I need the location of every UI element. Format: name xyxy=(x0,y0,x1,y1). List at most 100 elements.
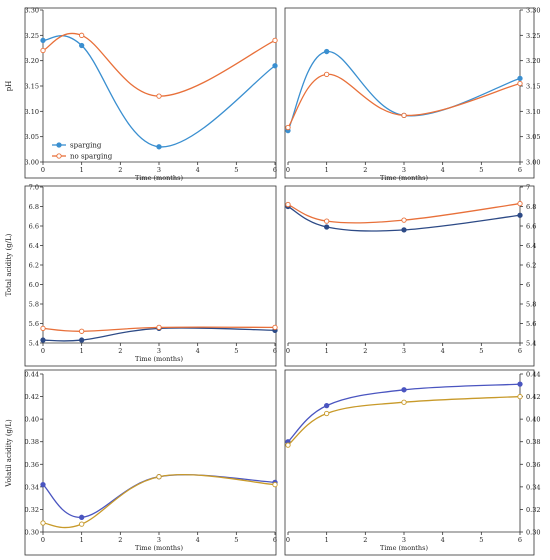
series-line-0 xyxy=(42,327,276,342)
data-point xyxy=(79,32,85,38)
y-tick-label: 7 xyxy=(526,184,530,192)
data-point xyxy=(272,63,278,69)
x-axis-title: Time (months) xyxy=(380,174,428,182)
y-tick-label: 7.0 xyxy=(29,184,39,192)
x-tick-label: 0 xyxy=(41,166,45,174)
data-point xyxy=(272,324,278,331)
y-tick-label: 3.15 xyxy=(526,83,540,91)
y-tick-label: 3.30 xyxy=(526,7,540,15)
data-point xyxy=(401,387,407,393)
y-tick-label: 5.6 xyxy=(29,320,39,328)
data-point xyxy=(272,481,278,488)
y-tick-label: 6.4 xyxy=(29,242,39,250)
data-point xyxy=(401,217,407,223)
series-line-1 xyxy=(287,395,521,446)
chart-panel-ta-left: 5.4 5.6 5.8 6.0 6.2 6.4 6.6 6.8 7.0 0 1 2 3 4 5 6 Time (… xyxy=(5,184,278,367)
y-tick-label: 0.32 xyxy=(25,506,39,514)
series-line-1 xyxy=(42,326,276,332)
x-tick-label: 5 xyxy=(234,347,238,355)
data-point xyxy=(272,37,278,44)
y-tick-label: 0.36 xyxy=(25,461,39,469)
legend-swatch-marker xyxy=(56,153,62,159)
y-tick-label: 6.8 xyxy=(526,203,536,211)
x-tick-label: 2 xyxy=(363,166,367,174)
x-tick-label: 0 xyxy=(286,347,290,355)
x-tick-label: 0 xyxy=(286,166,290,174)
x-tick-label: 4 xyxy=(441,536,445,544)
y-tick-label: 6.6 xyxy=(29,223,39,231)
y-tick-label: 3.25 xyxy=(526,32,540,40)
x-tick-label: 1 xyxy=(325,166,329,174)
data-point xyxy=(401,399,407,405)
y-tick-label: 0.34 xyxy=(526,483,540,491)
x-tick-label: 3 xyxy=(402,166,406,174)
y-tick-label: 5.4 xyxy=(29,340,39,348)
y-tick-label: 0.42 xyxy=(526,393,540,401)
data-point xyxy=(401,227,407,233)
series-line-0 xyxy=(287,383,521,443)
y-tick-label: 0.38 xyxy=(25,438,39,446)
data-point xyxy=(79,328,85,334)
data-point xyxy=(79,42,85,49)
x-axis-title: Time (months) xyxy=(135,355,183,363)
x-tick-label: 1 xyxy=(80,166,84,174)
y-tick-label: 0.44 xyxy=(25,371,39,379)
data-point xyxy=(156,324,162,331)
series-line-1 xyxy=(287,202,521,224)
y-tick-label: 3.10 xyxy=(25,108,39,116)
y-tick-label: 3.20 xyxy=(526,57,540,65)
x-axis-title: Time (months) xyxy=(135,544,183,552)
y-tick-label: 0.30 xyxy=(25,529,39,537)
y-tick-label: 0.38 xyxy=(526,438,540,446)
series-line-1 xyxy=(42,32,276,97)
x-tick-label: 3 xyxy=(157,536,161,544)
y-axis-title: pH xyxy=(5,81,13,92)
data-point xyxy=(324,218,330,224)
x-tick-label: 4 xyxy=(196,347,200,355)
x-tick-label: 5 xyxy=(479,166,483,174)
x-tick-label: 4 xyxy=(441,166,445,174)
chart-panel-ph-left: 3.00 3.05 3.10 3.15 3.20 3.25 3.30 0 1 2 3 4 5 6 Time … xyxy=(5,7,278,182)
series-line-0 xyxy=(287,205,521,232)
series-line-0 xyxy=(42,35,276,148)
x-tick-label: 1 xyxy=(80,347,84,355)
x-axis-title: Time (months) xyxy=(380,544,428,552)
y-tick-label: 6.2 xyxy=(29,262,39,270)
y-axis-title: Volatil acidity (g/L) xyxy=(5,419,13,488)
y-tick-label: 0.34 xyxy=(25,483,39,491)
x-tick-label: 5 xyxy=(479,347,483,355)
x-tick-label: 4 xyxy=(441,347,445,355)
y-tick-label: 6.2 xyxy=(526,262,536,270)
y-tick-label: 0.40 xyxy=(526,416,540,424)
data-point xyxy=(156,144,162,150)
data-point xyxy=(324,402,330,409)
y-tick-label: 6.4 xyxy=(526,242,536,250)
legend-label: no sparging xyxy=(70,153,113,161)
y-tick-label: 3.05 xyxy=(25,133,39,141)
y-tick-label: 0.36 xyxy=(526,461,540,469)
x-tick-label: 2 xyxy=(363,347,367,355)
y-tick-label: 5.8 xyxy=(29,301,39,309)
series-line-1 xyxy=(287,73,521,128)
y-tick-label: 6.6 xyxy=(526,223,536,231)
chart-panel-ph-right: 3.00 3.05 3.10 3.15 3.20 3.25 3.30 0 1 2 3 4 5 6 Time … xyxy=(284,7,540,182)
x-tick-label: 2 xyxy=(118,347,122,355)
x-tick-label: 2 xyxy=(118,536,122,544)
y-tick-label: 3.00 xyxy=(526,159,540,167)
data-point xyxy=(156,474,162,480)
x-tick-label: 4 xyxy=(196,166,200,174)
y-tick-label: 3.15 xyxy=(25,83,39,91)
x-tick-label: 1 xyxy=(80,536,84,544)
y-tick-label: 3.00 xyxy=(25,159,39,167)
data-point xyxy=(79,337,85,343)
data-point xyxy=(156,93,162,99)
x-tick-label: 1 xyxy=(325,347,329,355)
series-line-0 xyxy=(287,50,521,131)
x-tick-label: 1 xyxy=(325,536,329,544)
y-tick-label: 0.40 xyxy=(25,416,39,424)
data-point xyxy=(517,381,523,387)
data-point xyxy=(517,200,523,207)
data-point xyxy=(40,325,46,332)
y-tick-label: 3.25 xyxy=(25,32,39,40)
